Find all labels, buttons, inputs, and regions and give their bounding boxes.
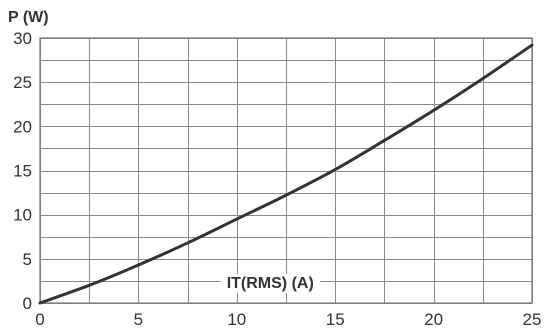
y-tick-labels: 0 5 10 15 20 25 30 [13, 29, 32, 313]
series-line [38, 43, 534, 305]
y-tick-label: 25 [13, 73, 32, 92]
x-tick-label: 15 [326, 310, 345, 329]
x-axis-label-background [220, 273, 320, 293]
x-axis-label: IT(RMS) (A) [227, 275, 314, 292]
y-tick-label: 20 [13, 117, 32, 136]
y-tick-label: 15 [13, 162, 32, 181]
y-tick-label: 10 [13, 206, 32, 225]
plot-frame [39, 37, 533, 304]
y-tick-label: 30 [13, 29, 32, 48]
x-tick-label: 5 [134, 310, 143, 329]
y-axis-label: P (W) [8, 9, 49, 26]
y-tick-label: 0 [23, 294, 32, 313]
grid [40, 38, 533, 304]
x-tick-label: 25 [523, 310, 542, 329]
x-tick-labels: 0 5 10 15 20 25 [35, 310, 541, 329]
x-tick-label: 0 [35, 310, 44, 329]
x-tick-label: 10 [227, 310, 246, 329]
x-tick-label: 20 [424, 310, 443, 329]
y-tick-label: 5 [23, 250, 32, 269]
